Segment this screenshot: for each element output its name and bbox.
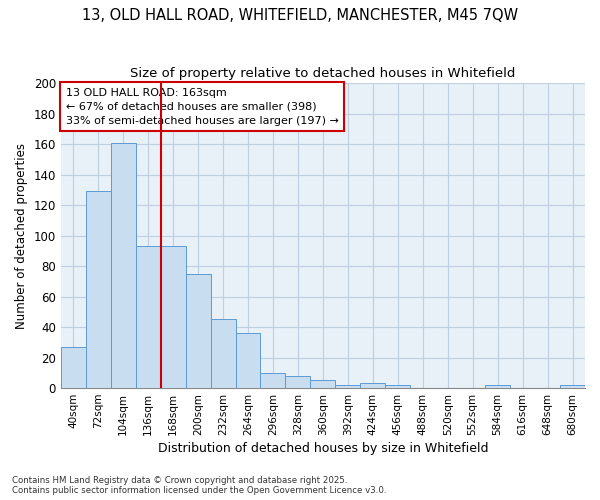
- Bar: [335, 385, 361, 388]
- Bar: [161, 246, 185, 388]
- Title: Size of property relative to detached houses in Whitefield: Size of property relative to detached ho…: [130, 68, 515, 80]
- Bar: [136, 246, 161, 388]
- Bar: [286, 376, 310, 388]
- Text: 13 OLD HALL ROAD: 163sqm
← 67% of detached houses are smaller (398)
33% of semi-: 13 OLD HALL ROAD: 163sqm ← 67% of detach…: [66, 88, 339, 126]
- Bar: [86, 192, 111, 388]
- Bar: [111, 142, 136, 388]
- Bar: [385, 385, 410, 388]
- Bar: [560, 385, 585, 388]
- Bar: [260, 373, 286, 388]
- Bar: [185, 274, 211, 388]
- Bar: [485, 385, 510, 388]
- Bar: [310, 380, 335, 388]
- Bar: [211, 320, 236, 388]
- Text: 13, OLD HALL ROAD, WHITEFIELD, MANCHESTER, M45 7QW: 13, OLD HALL ROAD, WHITEFIELD, MANCHESTE…: [82, 8, 518, 22]
- Bar: [361, 384, 385, 388]
- Y-axis label: Number of detached properties: Number of detached properties: [15, 142, 28, 328]
- Text: Contains HM Land Registry data © Crown copyright and database right 2025.
Contai: Contains HM Land Registry data © Crown c…: [12, 476, 386, 495]
- X-axis label: Distribution of detached houses by size in Whitefield: Distribution of detached houses by size …: [158, 442, 488, 455]
- Bar: [61, 347, 86, 388]
- Bar: [236, 333, 260, 388]
